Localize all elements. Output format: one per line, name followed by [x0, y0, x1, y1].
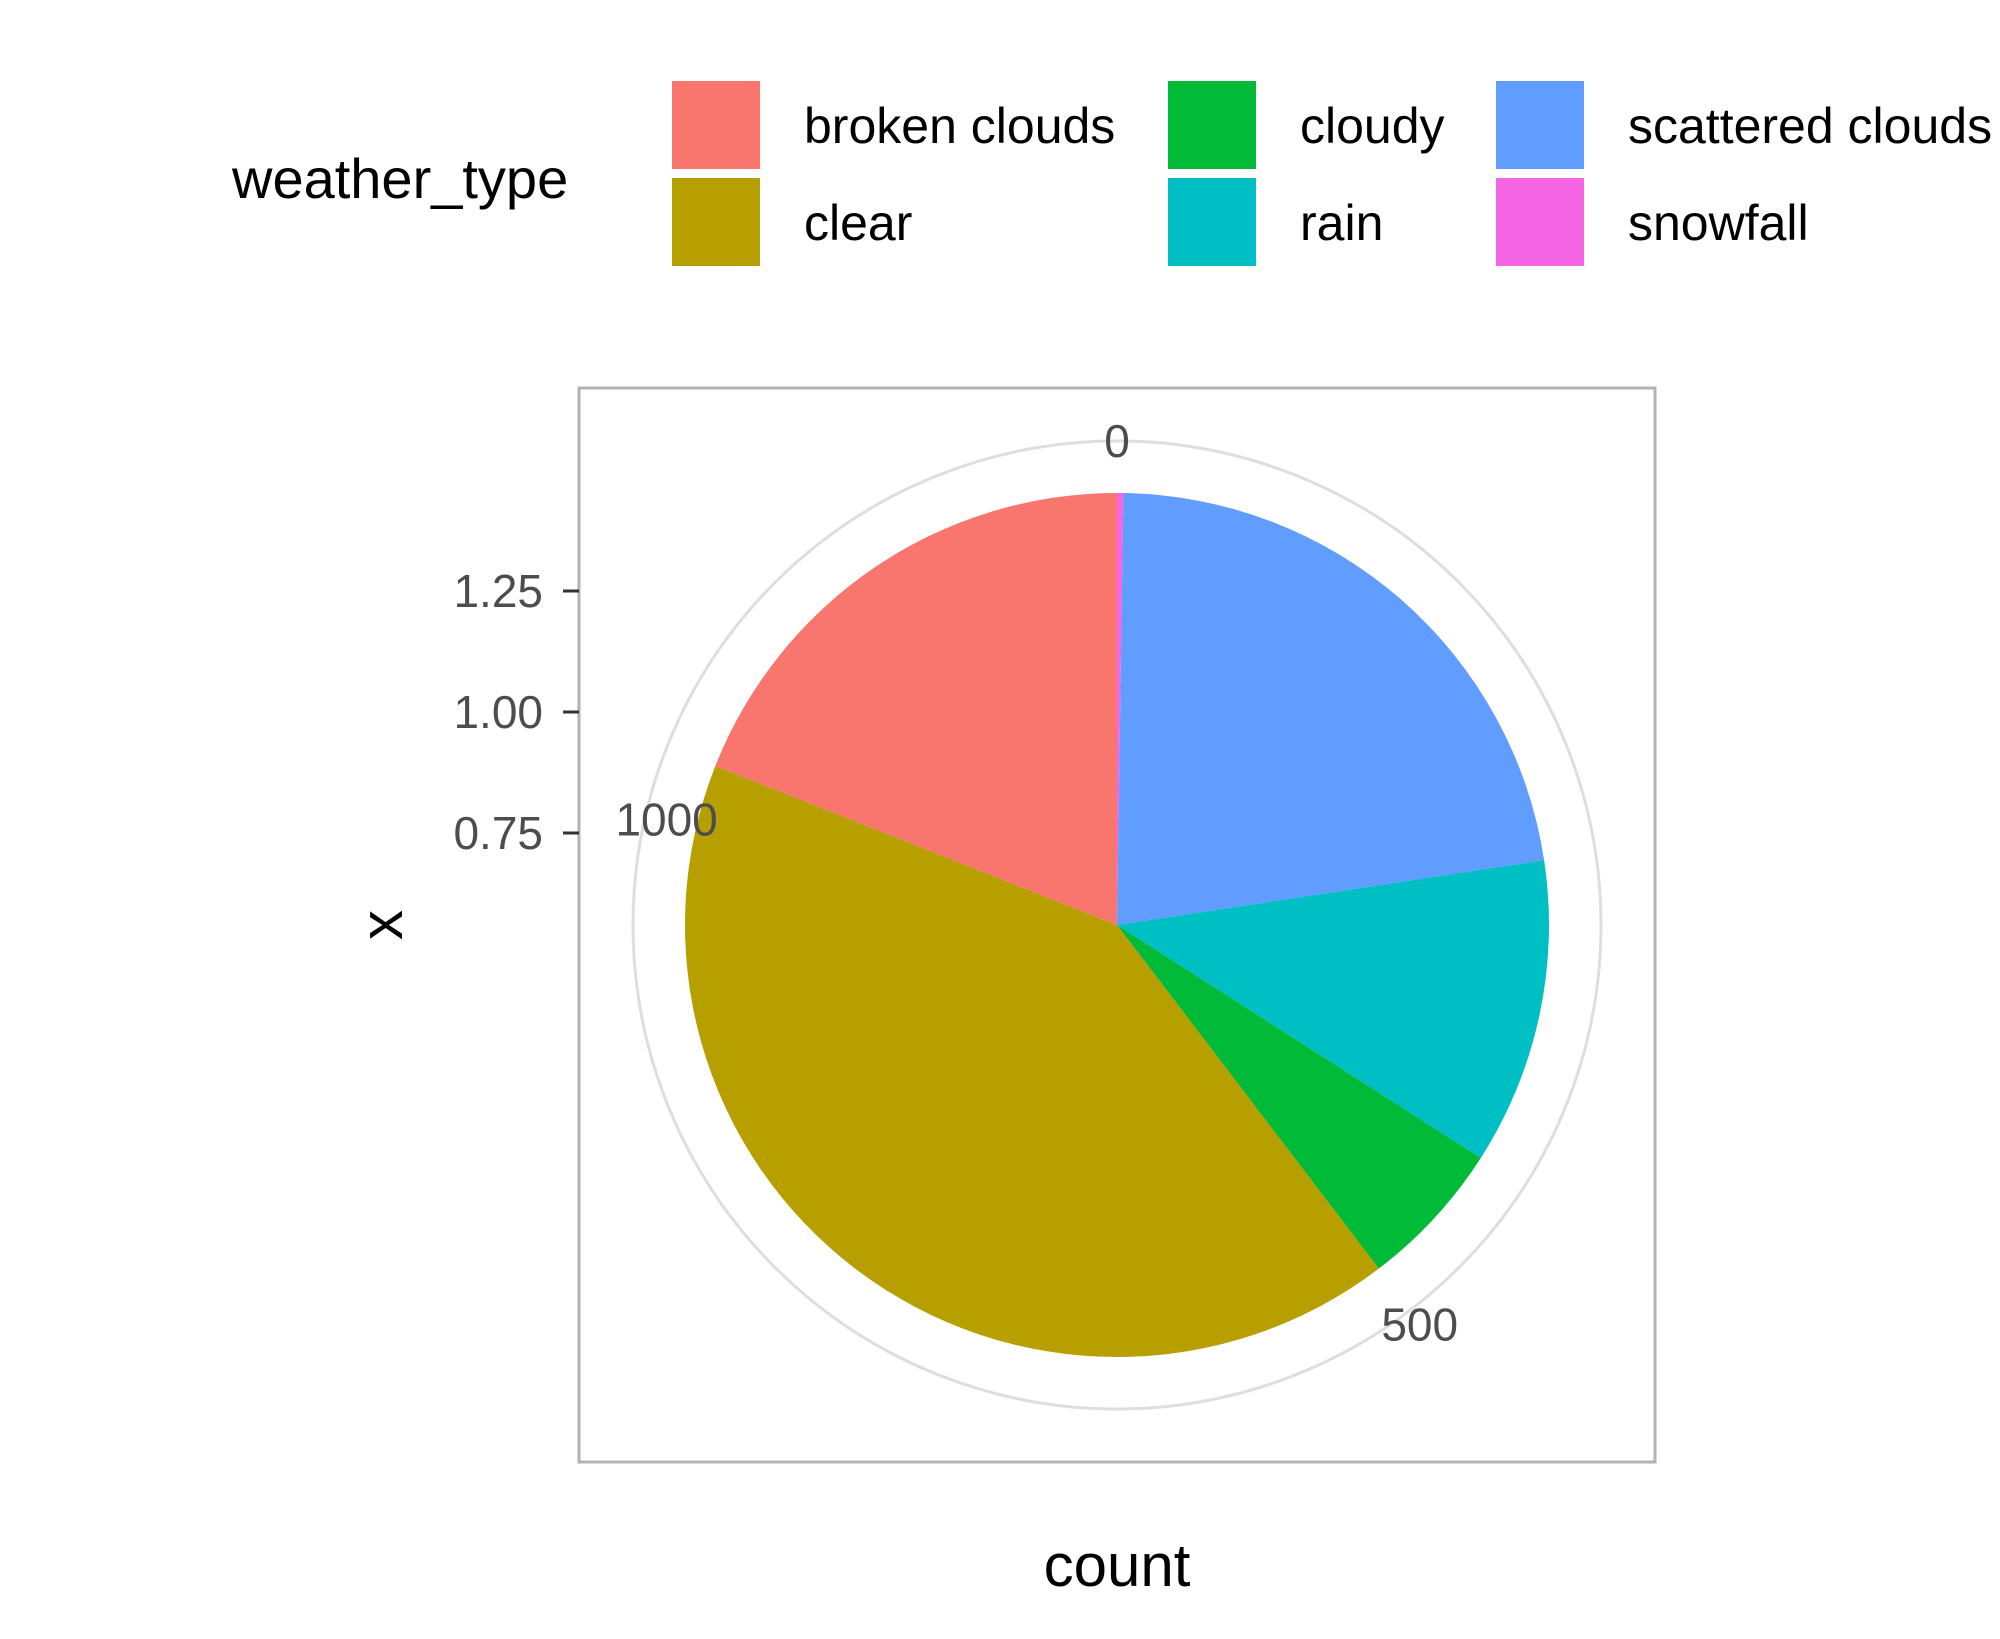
- y-axis: 0.75 1.00 1.25: [453, 565, 579, 859]
- legend-label-broken-clouds: broken clouds: [804, 98, 1115, 154]
- legend-key-broken-clouds: [672, 81, 760, 169]
- legend-key-snowfall: [1496, 178, 1584, 266]
- angular-tick-labels: 0 500 1000: [615, 415, 1458, 1351]
- angular-grid-circle: [631, 439, 1603, 1411]
- legend-label-cloudy: cloudy: [1300, 98, 1445, 154]
- y-tick-label: 1.25: [453, 565, 543, 617]
- slice-rain: [1117, 860, 1549, 1158]
- slice-scattered-clouds: [1117, 493, 1545, 925]
- legend-label-snowfall: snowfall: [1628, 195, 1809, 251]
- slice-broken-clouds: [715, 492, 1117, 925]
- y-tick-label: 0.75: [453, 807, 543, 859]
- slice-clear: [684, 765, 1379, 1358]
- y-axis-title: x: [348, 910, 415, 940]
- slice-snowfall: [1117, 493, 1124, 925]
- slice-cloudy: [1117, 925, 1481, 1269]
- legend-label-rain: rain: [1300, 195, 1383, 251]
- legend-title: weather_type: [231, 147, 568, 210]
- legend-key-cloudy: [1168, 81, 1256, 169]
- pie-slices: [684, 492, 1549, 1358]
- legend-key-rain: [1168, 178, 1256, 266]
- angular-tick-label-0: 0: [1104, 415, 1130, 467]
- legend-label-clear: clear: [804, 195, 912, 251]
- y-tick-label: 1.00: [453, 686, 543, 738]
- plot-panel: 0 500 1000: [577, 386, 1657, 1464]
- legend: weather_type broken clouds clear cloudy rai…: [231, 81, 1992, 266]
- legend-label-scattered-clouds: scattered clouds: [1628, 98, 1992, 154]
- legend-key-scattered-clouds: [1496, 81, 1584, 169]
- angular-tick-label-1000: 1000: [615, 794, 717, 846]
- x-axis-title: count: [1044, 1532, 1191, 1599]
- angular-tick-label-500: 500: [1381, 1299, 1458, 1351]
- legend-key-clear: [672, 178, 760, 266]
